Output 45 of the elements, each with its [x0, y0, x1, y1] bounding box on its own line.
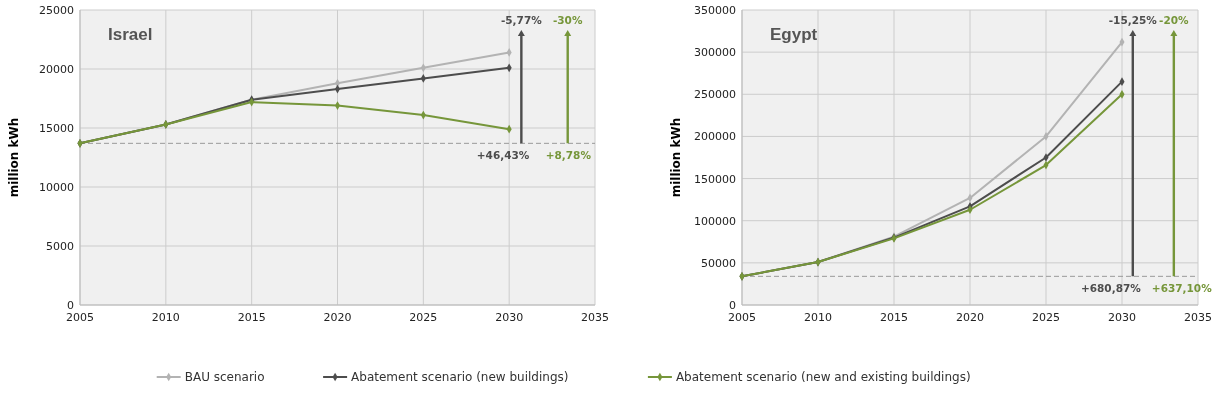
text: Egypt: [770, 25, 818, 44]
x-tick-label: 2010: [804, 311, 832, 324]
x-tick-label: 2010: [151, 311, 180, 324]
annotation: +46,43%: [476, 149, 530, 162]
y-tick-label: 300000: [694, 46, 736, 60]
y-axis-title: million kWh: [7, 117, 21, 198]
y-tick-label: 100000: [694, 214, 736, 228]
y-tick-label: 250000: [694, 88, 736, 102]
annotation: -30%: [552, 14, 583, 26]
x-tick-label: 2015: [237, 311, 266, 324]
y-tick-label: 25000: [39, 4, 74, 17]
y-tick-label: 5000: [46, 240, 74, 253]
x-tick-label: 2030: [495, 311, 524, 324]
y-tick-label: 0: [729, 299, 736, 312]
x-tick-label: 2020: [956, 311, 984, 324]
y-tick-label: 0: [67, 299, 74, 312]
x-tick-label: 2030: [1108, 311, 1136, 324]
x-tick-label: 2035: [1184, 311, 1212, 324]
annotation: +8,78%: [545, 149, 592, 162]
y-tick-label: 20000: [39, 63, 74, 76]
point: [334, 101, 341, 110]
y-tick-label: 150000: [694, 172, 736, 186]
legend-label: Abatement scenario (new and existing buildings): [675, 370, 971, 384]
y-tick-label: 15000: [39, 122, 74, 135]
legend-label: Abatement scenario (new buildings): [351, 370, 569, 384]
annotation: -20%: [1159, 14, 1190, 26]
annotation: +637,10%: [1151, 282, 1213, 295]
legend-label: BAU scenario: [184, 370, 265, 384]
y-axis-title: million kWh: [669, 117, 683, 198]
x-tick-label: 2005: [728, 311, 756, 324]
x-tick-label: 2015: [880, 311, 908, 324]
x-tick-label: 2005: [66, 311, 94, 324]
y-tick-label: 350000: [694, 4, 736, 17]
x-tick-label: 2025: [409, 311, 438, 324]
y-tick-label: 200000: [694, 130, 736, 144]
annotation: -15,25%: [1108, 14, 1158, 26]
x-tick-label: 2035: [581, 311, 609, 324]
x-tick-label: 2020: [323, 311, 352, 324]
x-tick-label: 2025: [1032, 311, 1060, 324]
y-tick-label: 50000: [701, 256, 736, 270]
annotation: -5,77%: [500, 14, 543, 26]
text: Israel: [108, 25, 153, 44]
y-tick-label: 10000: [39, 181, 74, 194]
point: [334, 84, 341, 94]
annotation: +680,87%: [1080, 282, 1142, 295]
